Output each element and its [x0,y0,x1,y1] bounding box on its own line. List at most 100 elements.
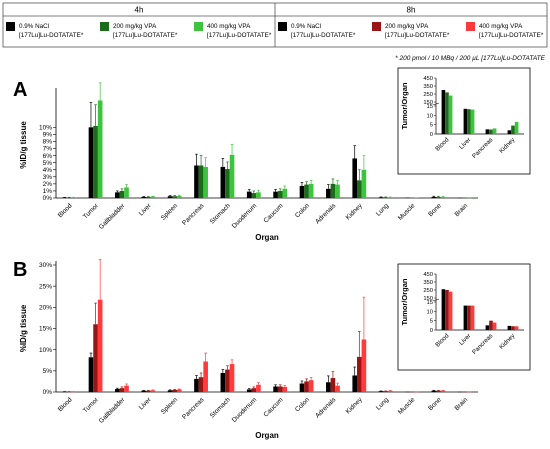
x-tick-label: Colon [294,202,311,219]
x-tick-label: Adrenals [314,396,338,420]
x-tick-label: Kidney [345,202,365,222]
y-tick-label: 30% [39,262,52,269]
inset-y-tick-label: 450 [423,76,433,82]
legend-label: 400 mg/kg VPA [479,23,523,30]
x-tick-label: Brain [454,202,470,218]
inset-bar [471,306,475,330]
bar [252,193,257,198]
bar [362,170,367,198]
x-tick-label: Blood [57,396,74,413]
bar [98,300,103,392]
inset-bar [467,109,471,134]
inset-bar [515,122,519,134]
bar [282,387,287,392]
bar [256,385,261,392]
bar [441,197,446,198]
inset-y-tick-label: 10 [427,309,433,315]
bar [309,184,314,198]
inset-bar [445,92,449,134]
inset-y-tick-label: 150 [423,296,433,302]
x-tick-label: Brain [454,396,470,412]
bar [436,197,441,198]
bar [151,197,156,198]
inset-bar [442,90,446,134]
bar [383,197,388,198]
bar [93,324,98,392]
bar [352,375,357,392]
inset-bar [493,128,497,134]
bar [282,189,287,198]
inset-y-tick-label: 250 [423,288,433,294]
inset-bar [511,326,515,330]
bar [89,357,94,392]
y-tick-label: 4% [43,167,53,174]
inset-y-tick-label: 10 [427,113,433,119]
inset-y-tick-label: 450 [423,272,433,278]
y-tick-label: 25% [39,283,52,290]
bar [252,388,257,392]
bar [172,390,177,392]
legend-label: 200 mg/kg VPA [385,23,429,30]
bar [300,384,305,392]
x-tick-label: Caucum [263,202,285,224]
y-tick-label: 5% [43,368,53,375]
legend-col-8h: 8h [407,6,416,15]
inset-bar [486,325,490,330]
inset-y-tick-label: 350 [423,280,433,286]
bar [352,158,357,198]
legend-label: [177Lu]Lu-DOTATATE* [479,32,544,39]
bar [432,197,437,198]
x-axis-label: Organ [255,233,279,242]
bar [388,391,393,392]
bar [177,196,182,198]
inset-bar [467,306,471,330]
x-tick-label: Liver [138,396,154,412]
bar [441,391,446,392]
legend-swatch [372,22,381,31]
bar [199,377,204,392]
panel-label-b: B [13,259,27,281]
panel-a: 0%1%2%3%4%5%6%7%8%9%10%%ID/g tissueOrgan… [19,68,530,242]
bar [124,386,129,392]
x-tick-label: Stomach [209,396,232,419]
x-tick-label: Colon [294,396,311,413]
bar [194,379,199,392]
panel-b: 0%5%10%15%20%25%30%%ID/g tissueOrganBloo… [19,259,530,440]
bar [331,378,336,392]
legend-col-4h: 4h [135,6,144,15]
inset-bar [442,289,446,330]
bar [124,187,129,198]
inset-bar [449,292,453,330]
inset-y-axis-label: Tumor/Organ [400,82,409,129]
bar [309,380,314,392]
bar [172,196,177,198]
bar [230,364,235,392]
inset-bar [493,323,497,330]
x-tick-label: Pancreas [181,396,206,421]
x-tick-label: Spleen [160,202,180,222]
legend-label: [177Lu]Lu-DOTATATE* [19,32,84,39]
bar [168,390,173,392]
x-tick-label: Pancreas [181,202,206,227]
legend-label: 200 mg/kg VPA [113,23,157,30]
legend-swatch [278,22,287,31]
legend-swatch [100,22,109,31]
bar [230,155,235,198]
bar [357,357,362,392]
bar [331,184,336,198]
x-tick-label: Liver [138,202,154,218]
bar [203,167,208,198]
bar [221,167,226,198]
bar [168,196,173,198]
bar [225,169,230,198]
x-tick-label: Tumor [82,396,101,415]
bar [141,197,146,198]
x-tick-label: Muscle [397,202,417,222]
legend-label: 400 mg/kg VPA [207,23,251,30]
bar [432,391,437,392]
x-tick-label: Stomach [209,202,232,225]
bar [151,390,156,392]
bar [256,192,261,198]
inset-bar [515,326,519,330]
